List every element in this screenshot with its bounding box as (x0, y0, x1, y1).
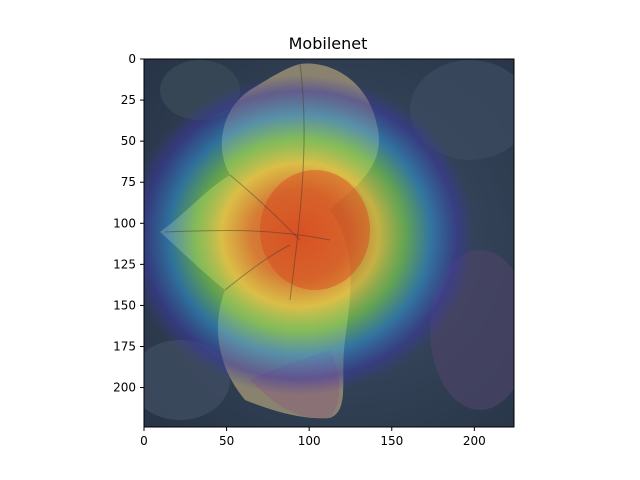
x-tick-label: 150 (380, 434, 403, 448)
y-tick-label: 200 (113, 381, 136, 395)
x-axis: 0 50 100 150 200 (140, 427, 486, 448)
y-tick-label: 150 (113, 298, 136, 312)
y-tick-label: 75 (121, 175, 136, 189)
y-tick-label: 175 (113, 340, 136, 354)
chart-title: Mobilenet (289, 34, 368, 53)
activation-overlay (144, 75, 475, 395)
plot-frame (143, 58, 515, 428)
x-tick-label: 200 (463, 434, 486, 448)
y-tick-label: 50 (121, 134, 136, 148)
y-tick-label: 125 (113, 257, 136, 271)
y-axis: 0 25 50 75 100 125 150 175 200 (113, 52, 144, 395)
y-tick-label: 0 (128, 52, 136, 66)
y-tick-label: 100 (113, 216, 136, 230)
x-tick-label: 0 (140, 434, 148, 448)
y-tick-label: 25 (121, 93, 136, 107)
x-tick-label: 100 (298, 434, 321, 448)
heatmap-image (144, 59, 514, 427)
x-tick-label: 50 (219, 434, 234, 448)
